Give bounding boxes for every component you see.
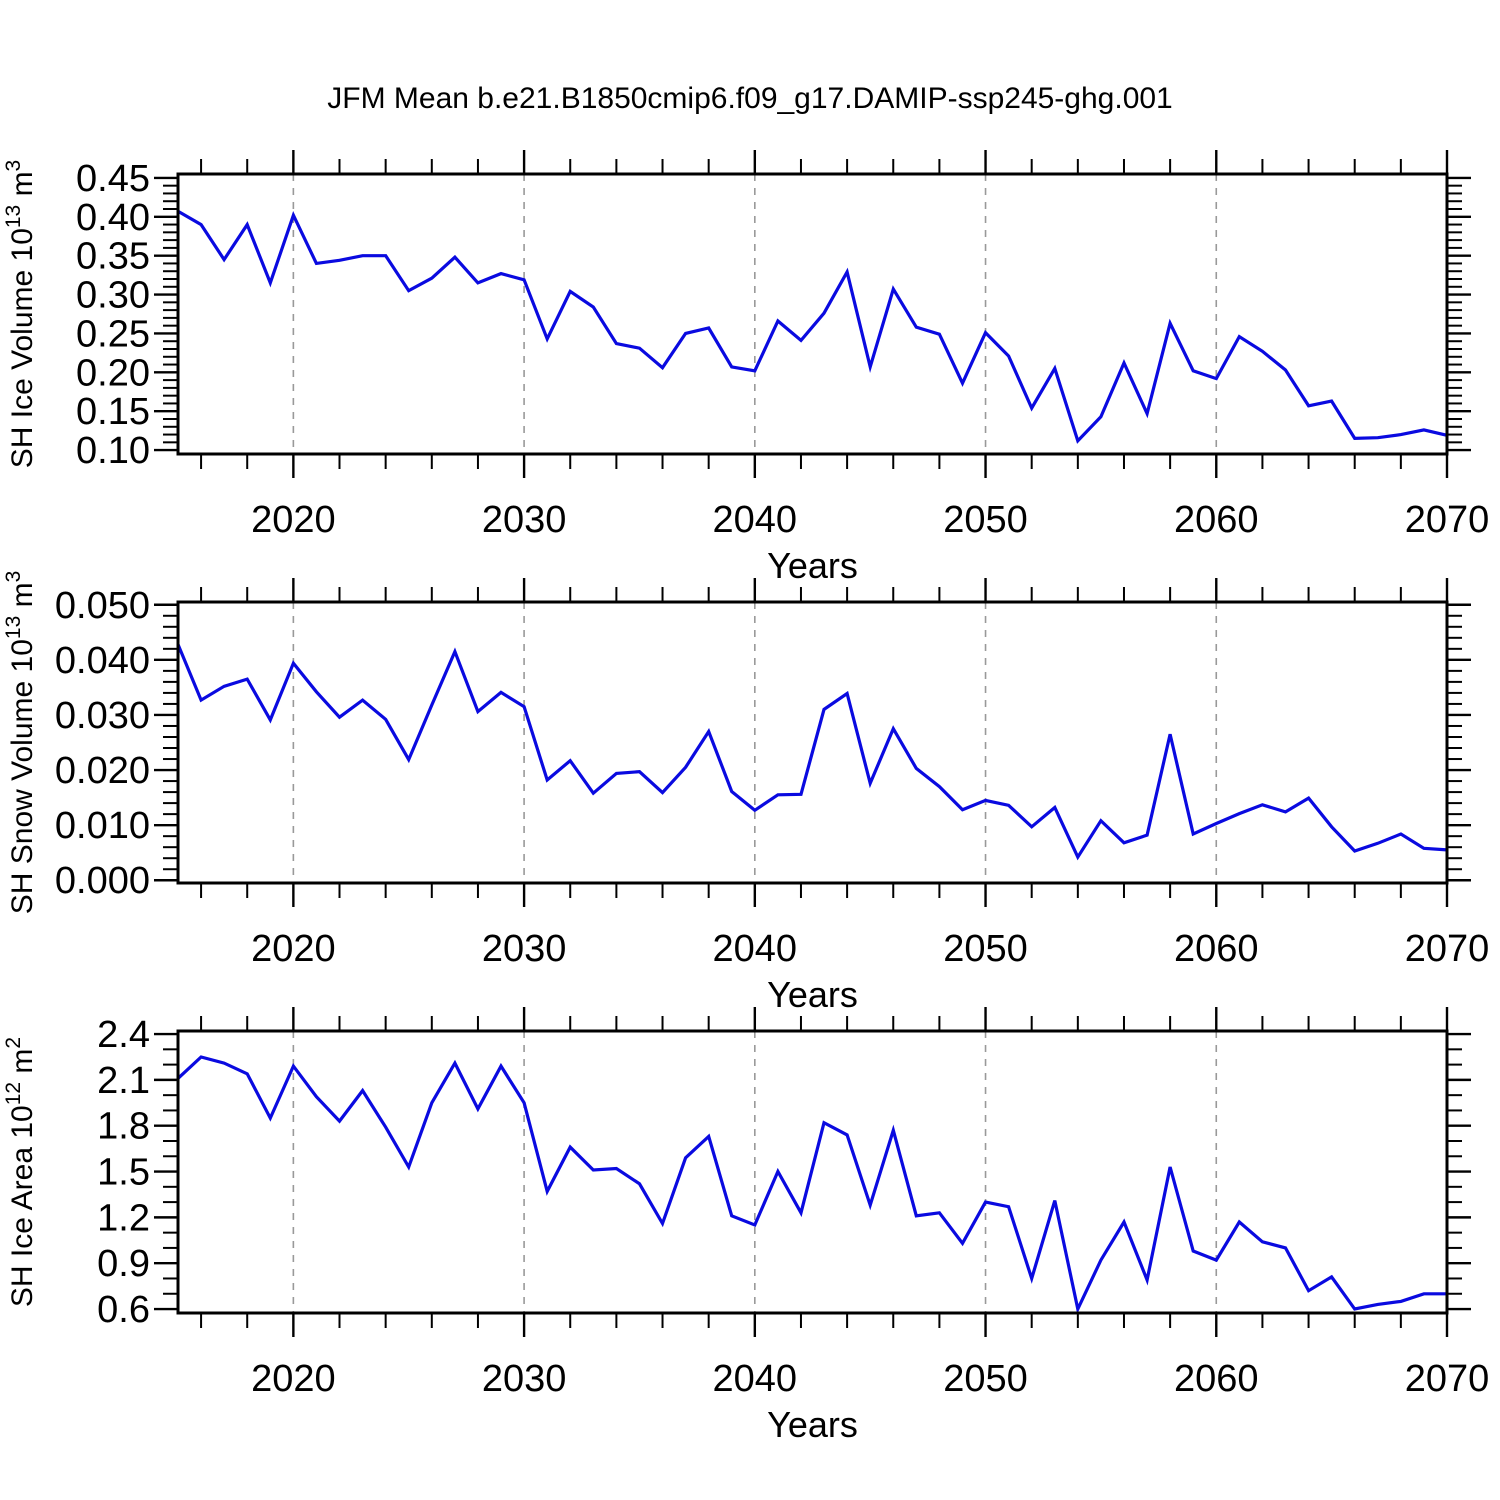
x-tick-label-2040: 2040 [713,1358,798,1400]
chart-3-gridlines [292,1031,1218,1313]
x-tick-label-2060: 2060 [1174,928,1259,970]
y-tick-label-1.5: 1.5 [97,1152,150,1194]
x-tick-label-2030: 2030 [482,928,567,970]
x-tick-label-2060: 2060 [1174,499,1259,541]
chart-2-frame [176,600,1449,885]
x-tick-label-2060: 2060 [1174,1358,1259,1400]
x-tick-label-2050: 2050 [943,1358,1028,1400]
y-tick-label-0.6: 0.6 [97,1289,150,1331]
y-tick-label-0.000: 0.000 [55,860,150,902]
chart-2-y-axis-title: SH Snow Volume 1013 m3 [2,571,39,915]
y-tick-label-0.30: 0.30 [76,275,150,317]
chart-2-ticks [154,578,1471,907]
x-tick-label-2050: 2050 [943,499,1028,541]
y-tick-label-0.35: 0.35 [76,236,150,278]
chart-2-x-axis-title: Years [767,974,858,1015]
y-tick-label-0.20: 0.20 [76,352,150,394]
y-tick-label-0.9: 0.9 [97,1243,150,1285]
y-tick-label-0.030: 0.030 [55,695,150,737]
chart-3-y-axis-title: SH Ice Area 1012 m2 [2,1037,39,1307]
chart-1-y-tick-labels: 0.100.150.200.250.300.350.400.45 [76,158,150,472]
chart-1-y-axis-title: SH Ice Volume 1013 m3 [2,160,39,469]
y-tick-label-1.8: 1.8 [97,1106,150,1148]
x-tick-label-2050: 2050 [943,928,1028,970]
chart-3-x-axis-title: Years [767,1404,858,1445]
chart-1-series-line [177,209,1448,444]
chart-3: 0.60.91.21.51.82.12.4 2020 2030 2040 2050 206… [2,1007,1489,1445]
y-tick-label-0.40: 0.40 [76,197,150,239]
x-tick-label-2030: 2030 [482,1358,567,1400]
chart-2-series-line [176,643,1448,861]
chart-1-gridlines [292,174,1218,454]
chart-3-ticks [154,1007,1471,1337]
y-tick-label-0.040: 0.040 [55,640,150,682]
y-tick-label-0.25: 0.25 [76,313,150,355]
y-tick-label-2.4: 2.4 [97,1014,150,1056]
y-tick-label-2.1: 2.1 [97,1060,150,1102]
chart-2-gridlines [292,602,1218,883]
x-tick-label-2040: 2040 [713,499,798,541]
x-tick-label-2070: 2070 [1405,928,1490,970]
chart-2-x-tick-labels: 2020 2030 2040 2050 2060 2070 [251,928,1489,970]
x-tick-label-2070: 2070 [1405,499,1490,541]
chart-1-ticks [154,150,1471,478]
x-tick-label-2020: 2020 [251,1358,336,1400]
y-tick-label-0.15: 0.15 [76,391,150,433]
y-tick-label-0.010: 0.010 [55,805,150,847]
x-tick-label-2020: 2020 [251,928,336,970]
y-tick-label-0.45: 0.45 [76,158,150,200]
chart-1-frame [176,172,1449,456]
x-tick-label-2070: 2070 [1405,1358,1490,1400]
chart-3-y-tick-labels: 0.60.91.21.51.82.12.4 [97,1014,150,1331]
y-tick-label-1.2: 1.2 [97,1197,150,1239]
chart-1-x-tick-labels: 2020 2030 2040 2050 2060 2070 [251,499,1489,541]
chart-3-series-line [176,1055,1447,1314]
chart-2-y-tick-labels: 0.000 0.010 0.020 0.030 0.040 0.050 [55,585,150,902]
x-tick-label-2040: 2040 [713,928,798,970]
chart-3-x-tick-labels: 2020 2030 2040 2050 2060 2070 [251,1358,1489,1400]
x-tick-label-2030: 2030 [482,499,567,541]
figure-title: JFM Mean b.e21.B1850cmip6.f09_g17.DAMIP-… [327,82,1173,115]
chart-1-x-axis-title: Years [767,545,858,586]
chart-1: 0.100.150.200.250.300.350.400.45 2020 2030… [2,150,1489,586]
y-tick-label-0.10: 0.10 [76,430,150,472]
y-tick-label-0.020: 0.020 [55,750,150,792]
x-tick-label-2020: 2020 [251,499,336,541]
y-tick-label-0.050: 0.050 [55,585,150,627]
